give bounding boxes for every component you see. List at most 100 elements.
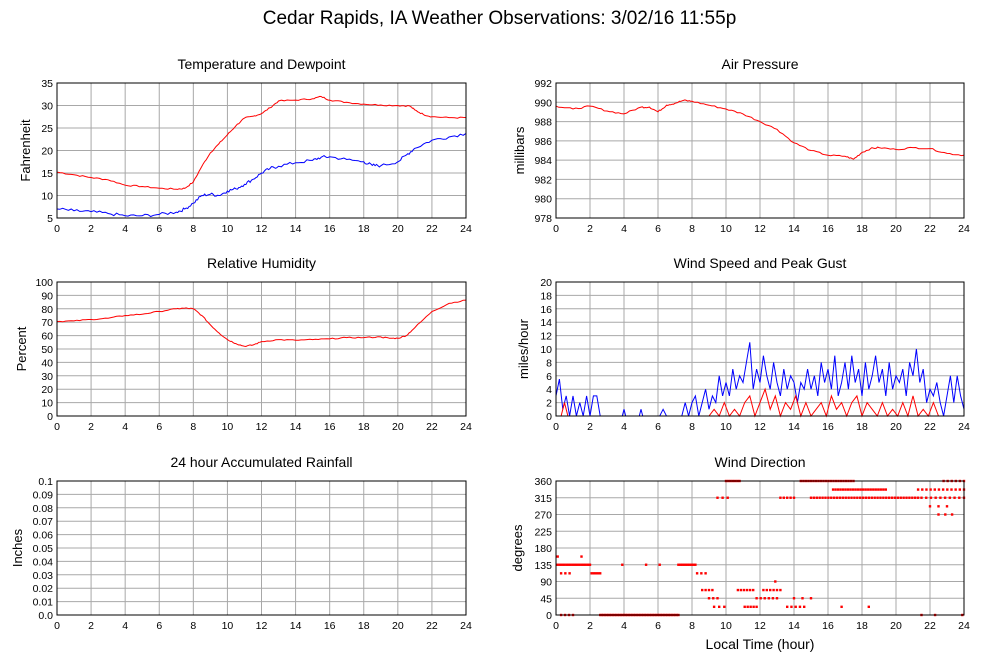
x-tick-label: 18 bbox=[358, 620, 370, 632]
scatter-point bbox=[846, 488, 850, 491]
y-tick-label: 4 bbox=[546, 384, 552, 396]
scatter-point bbox=[701, 588, 704, 592]
y-tick-label: 12 bbox=[540, 331, 552, 343]
y-tick-label: 0.07 bbox=[33, 516, 54, 528]
scatter-point bbox=[692, 563, 695, 566]
scatter-point bbox=[887, 496, 891, 499]
x-tick-label: 4 bbox=[621, 223, 627, 235]
chart-title: Wind Direction bbox=[714, 454, 805, 470]
plot-frame bbox=[56, 281, 467, 417]
scatter-point bbox=[812, 496, 816, 499]
x-tick-label: 16 bbox=[822, 223, 834, 235]
scatter-point bbox=[792, 597, 796, 600]
scatter-point bbox=[723, 605, 726, 609]
scatter-point bbox=[885, 496, 888, 499]
x-tick-label: 8 bbox=[689, 421, 695, 433]
x-tick-label: 10 bbox=[720, 620, 732, 632]
x-tick-label: 0 bbox=[54, 620, 60, 632]
x-tick-label: 6 bbox=[655, 620, 661, 632]
plot-frame bbox=[555, 82, 965, 219]
scatter-point bbox=[827, 496, 830, 499]
scatter-point bbox=[809, 597, 813, 600]
x-tick-label: 20 bbox=[392, 421, 404, 433]
y-tick-label: 10 bbox=[41, 191, 53, 203]
x-tick-label: 14 bbox=[290, 620, 302, 632]
scatter-point bbox=[859, 488, 862, 491]
scatter-point bbox=[748, 588, 752, 592]
x-tick-label: 18 bbox=[358, 223, 370, 235]
scatter-point bbox=[556, 555, 559, 558]
scatter-point bbox=[594, 572, 598, 575]
y-tick-label: 980 bbox=[534, 194, 552, 206]
scatter-point bbox=[711, 588, 714, 592]
scatter-point bbox=[726, 496, 729, 499]
y-tick-label: 30 bbox=[41, 371, 53, 383]
scatter-point bbox=[586, 563, 590, 566]
scatter-point bbox=[950, 488, 953, 491]
x-tick-label: 8 bbox=[190, 223, 196, 235]
scatter-point bbox=[821, 496, 824, 499]
scatter-point bbox=[853, 496, 856, 499]
scatter-point bbox=[621, 563, 624, 566]
scatter-point bbox=[890, 496, 894, 499]
scatter-point bbox=[588, 563, 592, 566]
y-axis-label: miles/hour bbox=[516, 318, 531, 379]
plot-frame bbox=[555, 480, 965, 616]
x-tick-label: 22 bbox=[426, 620, 438, 632]
x-tick-label: 4 bbox=[122, 223, 128, 235]
scatter-point bbox=[943, 496, 947, 499]
scatter-point bbox=[700, 572, 703, 575]
x-tick-label: 16 bbox=[822, 620, 834, 632]
scatter-point bbox=[916, 496, 920, 499]
x-tick-label: 8 bbox=[689, 223, 695, 235]
scatter-point bbox=[841, 488, 845, 491]
x-tick-label: 12 bbox=[754, 620, 766, 632]
x-tick-label: 8 bbox=[190, 421, 196, 433]
x-axis-label: Local Time (hour) bbox=[705, 636, 815, 652]
x-tick-label: 12 bbox=[754, 421, 766, 433]
x-tick-label: 20 bbox=[392, 620, 404, 632]
scatter-point bbox=[939, 496, 942, 499]
scatter-point bbox=[749, 605, 752, 609]
y-tick-label: 25 bbox=[41, 123, 53, 135]
x-tick-label: 14 bbox=[290, 223, 302, 235]
x-tick-label: 24 bbox=[460, 223, 472, 235]
scatter-point bbox=[831, 488, 835, 491]
scatter-point bbox=[867, 488, 870, 491]
y-tick-label: 35 bbox=[41, 78, 53, 90]
x-tick-label: 24 bbox=[958, 421, 970, 433]
series-line-0 bbox=[56, 95, 467, 190]
plot-frame bbox=[555, 281, 965, 417]
scatter-point bbox=[950, 513, 954, 516]
y-tick-label: 6 bbox=[546, 371, 552, 383]
y-axis-label: Percent bbox=[14, 326, 29, 371]
scatter-point bbox=[556, 563, 559, 566]
x-tick-label: 24 bbox=[460, 421, 472, 433]
scatter-point bbox=[856, 488, 860, 491]
scatter-point bbox=[870, 496, 873, 499]
scatter-point bbox=[790, 605, 793, 609]
series-line-1 bbox=[556, 387, 964, 418]
scatter-point bbox=[759, 597, 762, 600]
scatter-point bbox=[582, 563, 585, 566]
scatter-point bbox=[769, 588, 772, 592]
y-tick-label: 20 bbox=[41, 146, 53, 158]
scatter-point bbox=[743, 605, 746, 609]
y-tick-label: 0.02 bbox=[33, 583, 54, 595]
x-tick-label: 10 bbox=[720, 223, 732, 235]
scatter-point bbox=[896, 496, 900, 499]
x-tick-label: 16 bbox=[324, 620, 336, 632]
x-tick-label: 14 bbox=[788, 421, 800, 433]
scatter-point bbox=[762, 588, 765, 592]
y-tick-label: 0.03 bbox=[33, 570, 54, 582]
x-tick-label: 12 bbox=[754, 223, 766, 235]
x-tick-label: 20 bbox=[392, 223, 404, 235]
x-tick-label: 0 bbox=[553, 620, 559, 632]
scatter-point bbox=[584, 563, 587, 566]
scatter-point bbox=[882, 496, 885, 499]
scatter-point bbox=[682, 563, 686, 566]
